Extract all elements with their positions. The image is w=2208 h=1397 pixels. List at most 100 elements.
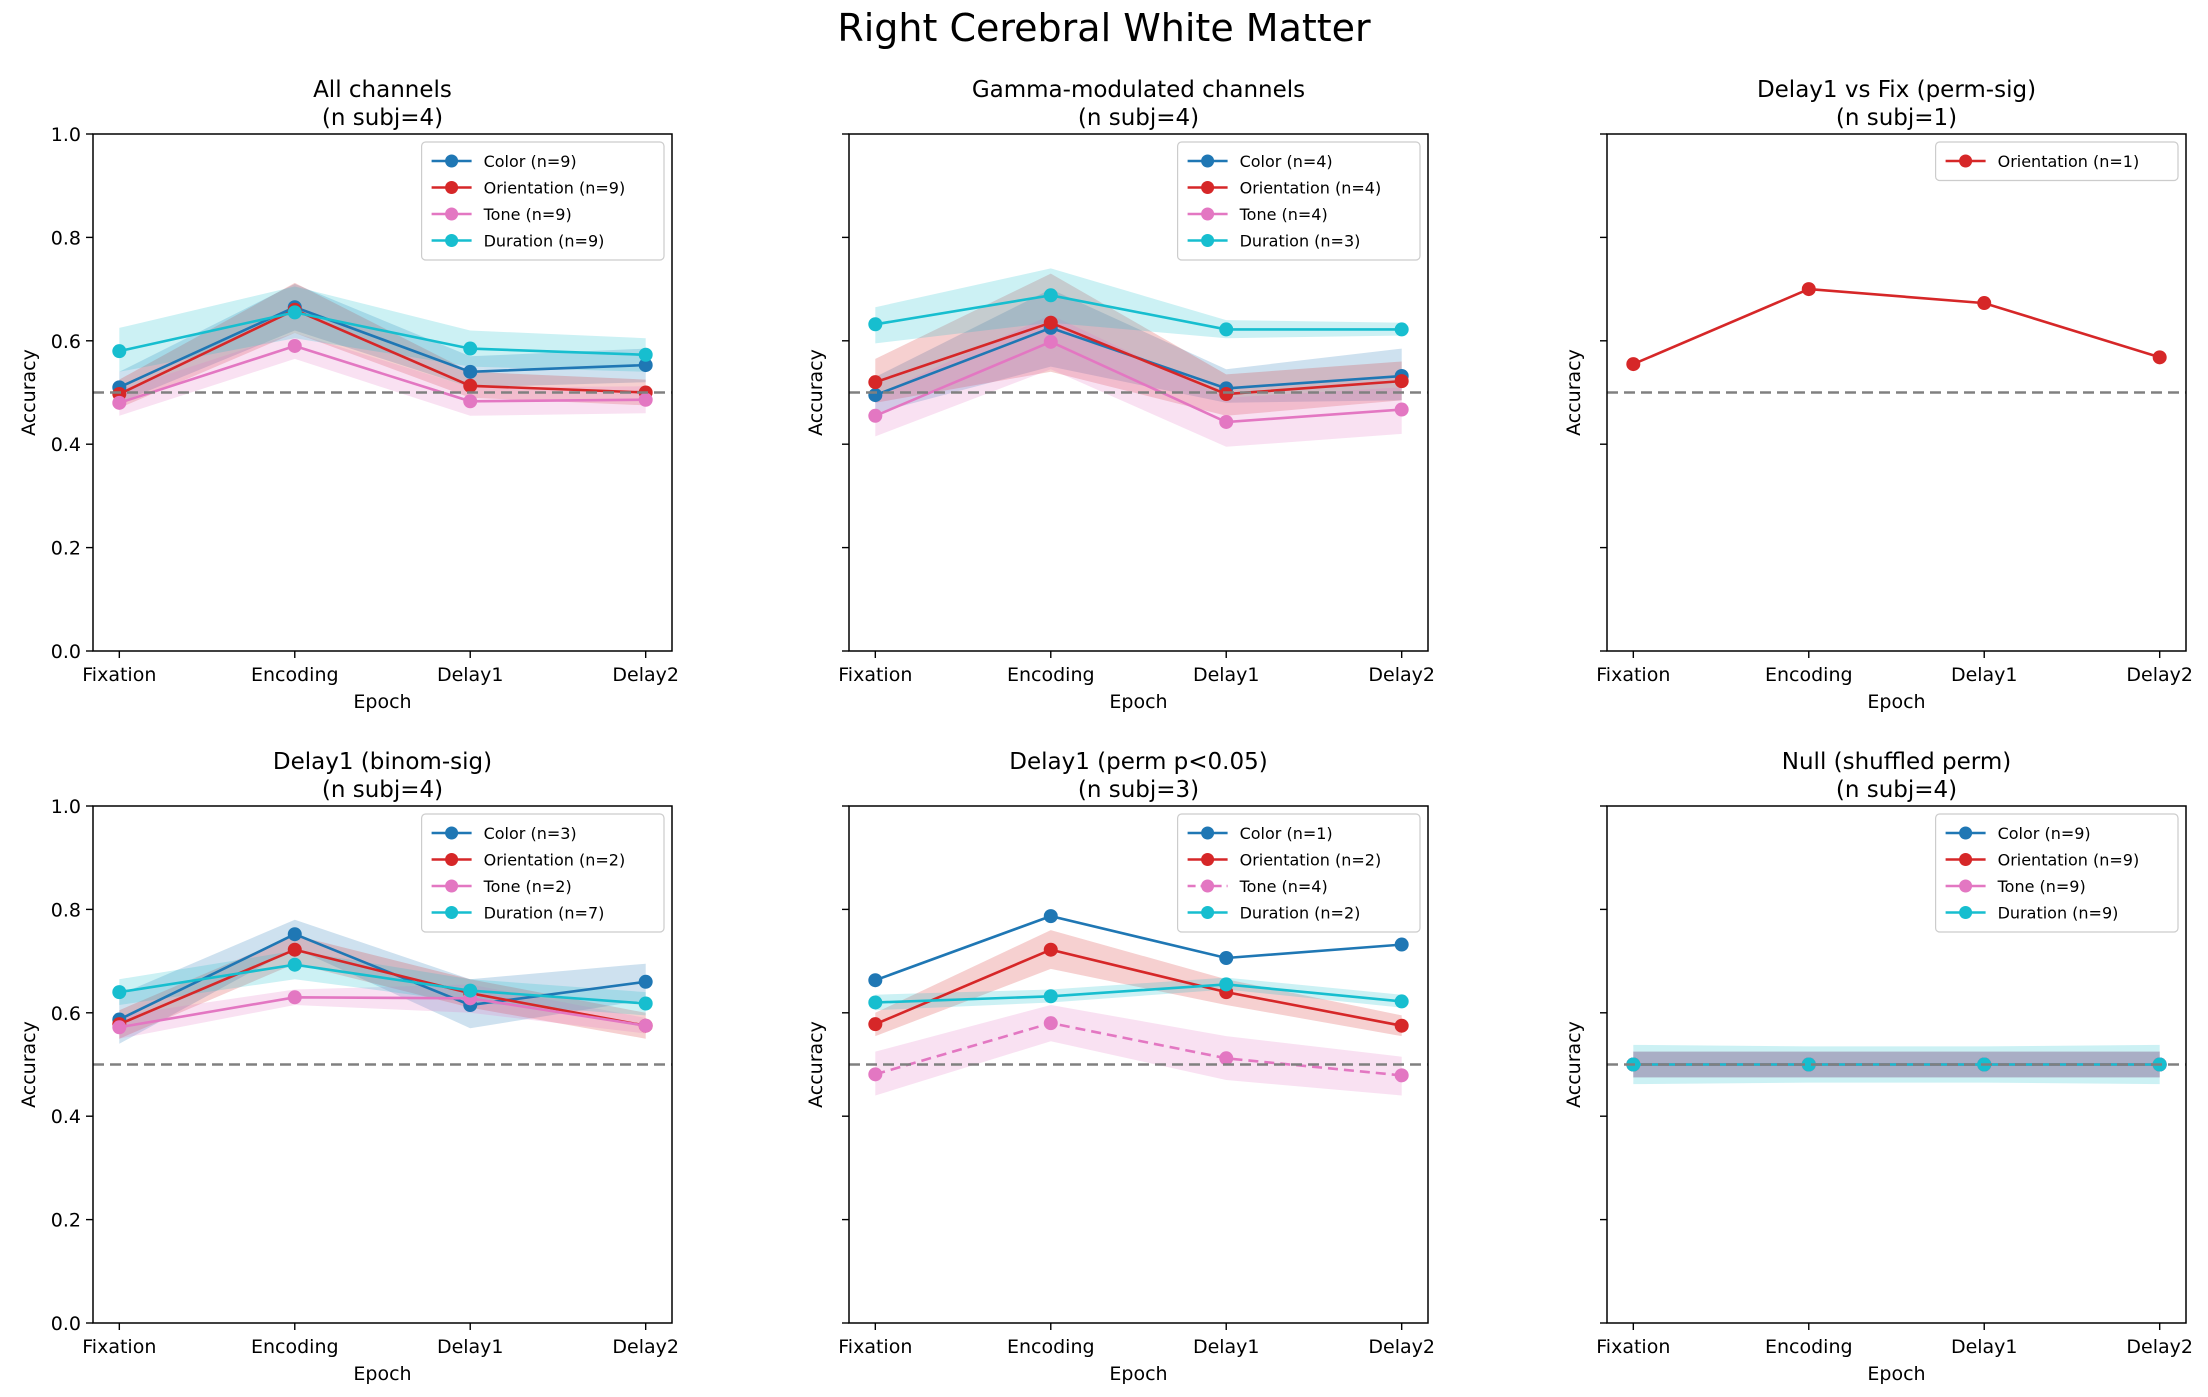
x-tick-label: Fixation: [838, 664, 912, 686]
x-tick-label: Delay2: [2126, 664, 2193, 686]
legend-label: Tone (n=2): [483, 877, 572, 896]
legend-label: Orientation (n=4): [1240, 179, 1382, 198]
legend-label: Tone (n=4): [1239, 877, 1328, 896]
subplot-subtitle: (n subj=4): [322, 777, 443, 803]
series-line-orientation: [874, 948, 1402, 1027]
subplot-title: Delay1 (binom-sig): [273, 749, 492, 775]
x-tick-label: Delay1: [1193, 664, 1260, 686]
ci-band-orientation: [119, 935, 646, 1039]
x-tick-label: Fixation: [1596, 1336, 1670, 1358]
data-point-duration: [638, 347, 653, 362]
data-point-tone: [112, 395, 127, 410]
data-point-duration: [1394, 994, 1409, 1009]
x-tick-label: Encoding: [1765, 1336, 1853, 1358]
legend-marker-color: [1201, 154, 1215, 168]
legend-marker-color: [1201, 826, 1215, 840]
legend-marker-orientation: [1201, 181, 1215, 194]
legend-label: Duration (n=2): [1240, 904, 1361, 923]
series-line-tone: [118, 344, 646, 405]
legend-label: Color (n=9): [1998, 824, 2091, 843]
data-point-orientation: [2152, 350, 2167, 365]
series-line-duration: [875, 293, 1402, 331]
x-tick-label: Delay2: [2126, 1336, 2193, 1358]
x-tick-label: Encoding: [1765, 664, 1853, 686]
legend-label: Color (n=1): [1240, 824, 1333, 843]
ci-band-color: [119, 283, 646, 403]
data-point-tone: [868, 408, 883, 423]
x-tick-label: Encoding: [251, 664, 339, 686]
legend-marker-duration: [445, 234, 459, 247]
x-axis-label: Epoch: [353, 691, 411, 713]
axes-frame: [848, 805, 1429, 1324]
ci-band-orientation: [875, 930, 1402, 1037]
data-point-tone: [1043, 1016, 1058, 1031]
data-point-tone: [1219, 1051, 1234, 1066]
legend-label: Color (n=4): [1240, 152, 1333, 171]
data-point-orientation: [1219, 387, 1234, 402]
subplot-title: Delay1 vs Fix (perm-sig): [1757, 77, 2036, 103]
data-point-duration: [287, 957, 302, 972]
x-tick-label: Delay1: [1951, 1336, 2018, 1358]
data-point-orientation: [1394, 1018, 1409, 1033]
data-point-tone: [1394, 1068, 1409, 1083]
legend-marker-color: [445, 154, 459, 168]
data-point-duration: [287, 305, 302, 320]
legend-marker-tone: [1201, 879, 1215, 893]
y-tick-label: 0.6: [51, 331, 81, 353]
y-axis-label: Accuracy: [18, 1021, 40, 1108]
data-point-orientation: [1043, 942, 1058, 957]
x-axis-label: Epoch: [1109, 691, 1167, 713]
data-point-orientation: [1801, 282, 1816, 297]
ci-band-color: [119, 919, 646, 1044]
data-point-duration: [1801, 1057, 1816, 1072]
legend-label: Duration (n=3): [1240, 232, 1361, 251]
ci-band-orientation: [875, 273, 1402, 416]
data-point-tone: [868, 1067, 883, 1082]
data-point-orientation: [1394, 374, 1409, 389]
x-tick-label: Delay2: [1368, 664, 1435, 686]
data-point-tone: [287, 990, 302, 1005]
y-axis-label: Accuracy: [805, 349, 827, 436]
series-line-color: [118, 305, 646, 389]
data-point-orientation: [287, 942, 302, 957]
series-line-color: [874, 914, 1402, 982]
ci-band-duration: [875, 977, 1402, 1011]
subplot-subtitle: (n subj=1): [1836, 105, 1957, 131]
data-point-duration: [112, 985, 127, 1000]
subplot-4: Delay1 (binom-sig)(n subj=4) 0.0 0.2 0.4 0.6…: [18, 749, 679, 1385]
x-tick-label: Encoding: [1007, 664, 1095, 686]
x-tick-label: Delay2: [612, 664, 679, 686]
series-line-tone: [874, 1021, 1402, 1077]
axes-frame: [1606, 133, 2187, 652]
data-point-duration: [1219, 977, 1234, 992]
legend-box: [1176, 141, 1421, 261]
data-point-duration: [463, 983, 478, 998]
x-tick-label: Fixation: [838, 1336, 912, 1358]
data-point-duration: [463, 341, 478, 356]
x-tick-label: Encoding: [1007, 1336, 1095, 1358]
series-line-tone: [119, 995, 646, 1029]
subplot-2: Gamma-modulated channels(n subj=4) Fixati…: [805, 77, 1435, 713]
y-tick-label: 0.4: [51, 1106, 81, 1128]
series-line-orientation: [118, 308, 646, 396]
legend-marker-duration: [445, 906, 459, 919]
ci-band-color: [875, 289, 1402, 414]
data-point-orientation: [868, 1017, 883, 1032]
legend-label: Duration (n=9): [484, 232, 605, 251]
subplot-title: Delay1 (perm p<0.05): [1009, 749, 1267, 775]
ci-band-orientation: [119, 282, 646, 408]
series-line-color: [118, 932, 646, 1021]
legend-box: [1934, 813, 2179, 933]
data-point-orientation: [463, 378, 478, 393]
legend-box: [1176, 813, 1421, 933]
x-axis-label: Epoch: [1867, 1363, 1925, 1385]
data-point-color: [1394, 937, 1409, 952]
data-point-duration: [1043, 989, 1058, 1004]
data-point-duration: [868, 995, 883, 1010]
data-point-tone: [463, 394, 478, 409]
data-point-tone: [638, 392, 653, 407]
y-tick-label: 0.2: [51, 538, 81, 560]
data-point-color: [638, 974, 653, 989]
data-point-tone: [287, 338, 302, 353]
